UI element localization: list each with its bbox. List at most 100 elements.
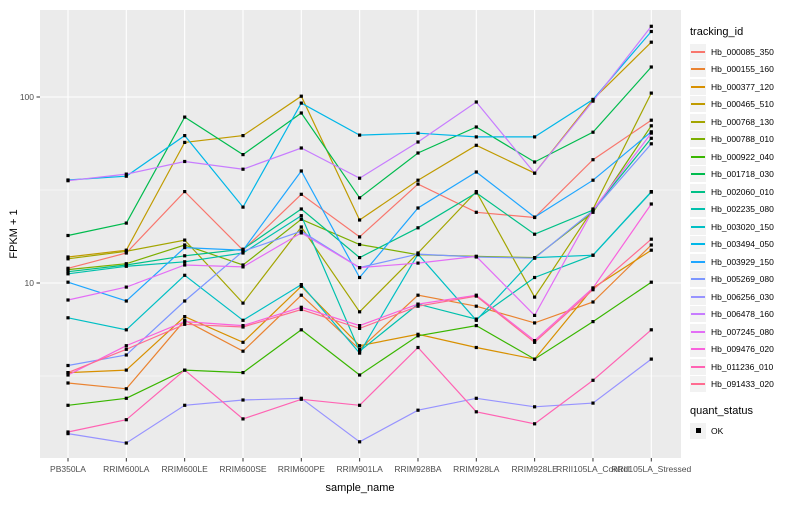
data-point bbox=[533, 160, 537, 164]
data-point bbox=[241, 325, 245, 329]
data-point bbox=[299, 207, 303, 211]
data-point bbox=[124, 396, 128, 400]
data-point bbox=[591, 401, 595, 405]
data-point bbox=[358, 351, 362, 355]
legend-key bbox=[690, 218, 706, 235]
data-point bbox=[358, 403, 362, 407]
data-point bbox=[241, 134, 245, 138]
legend-key bbox=[690, 61, 706, 78]
data-point bbox=[124, 353, 128, 357]
data-point bbox=[241, 251, 245, 255]
data-point bbox=[183, 140, 187, 144]
legend-line-swatch bbox=[691, 103, 705, 106]
legend-item-label: OK bbox=[711, 425, 724, 436]
x-tick-label: RRIM928BA bbox=[394, 464, 442, 474]
data-point bbox=[66, 233, 70, 238]
legend-key bbox=[690, 113, 706, 130]
legend-item: Hb_003494_050 bbox=[690, 236, 800, 254]
data-point bbox=[241, 301, 245, 305]
data-point bbox=[649, 136, 653, 140]
data-point bbox=[649, 202, 653, 206]
x-tick-label: RRIM600LA bbox=[103, 464, 150, 474]
data-point bbox=[416, 182, 420, 186]
data-point bbox=[358, 176, 362, 180]
data-point bbox=[124, 249, 128, 253]
x-tick-label: RRIM600LE bbox=[162, 464, 209, 474]
data-point bbox=[533, 313, 537, 317]
legend-item: Hb_003929_150 bbox=[690, 253, 800, 271]
series-points-Hb_011236_010 bbox=[66, 328, 653, 434]
data-point bbox=[183, 368, 187, 372]
data-point bbox=[474, 324, 478, 328]
data-point bbox=[358, 349, 362, 353]
data-point bbox=[591, 320, 595, 324]
data-point bbox=[649, 91, 653, 95]
data-point bbox=[533, 422, 537, 426]
data-point bbox=[183, 260, 187, 264]
data-point bbox=[358, 242, 362, 247]
data-point bbox=[299, 397, 303, 401]
legend-key bbox=[690, 183, 706, 200]
data-point bbox=[649, 243, 653, 247]
x-axis-title: sample_name bbox=[325, 482, 395, 494]
legend-key bbox=[690, 306, 706, 323]
data-point bbox=[299, 111, 303, 115]
legend-key bbox=[690, 271, 706, 288]
legend-item-label: Hb_011236_010 bbox=[711, 361, 774, 372]
data-point bbox=[66, 255, 70, 259]
legend-item-label: Hb_091433_020 bbox=[711, 379, 774, 390]
legend-item-label: Hb_000155_160 bbox=[711, 64, 774, 75]
data-point bbox=[533, 171, 537, 175]
legend-key bbox=[690, 358, 706, 375]
legend-line-swatch bbox=[691, 243, 705, 246]
data-point bbox=[591, 99, 595, 103]
data-point bbox=[649, 237, 653, 241]
series-points-Hb_006478_160 bbox=[66, 24, 653, 183]
data-point bbox=[474, 318, 478, 322]
data-point bbox=[649, 24, 653, 28]
data-point bbox=[416, 140, 420, 144]
data-point bbox=[474, 143, 478, 147]
data-point bbox=[416, 334, 420, 338]
data-point bbox=[124, 251, 128, 255]
legend-item-label: Hb_003020_150 bbox=[711, 221, 774, 232]
data-point bbox=[591, 178, 595, 182]
series-points-Hb_000922_040 bbox=[66, 280, 653, 407]
legend-item-label: Hb_002235_080 bbox=[711, 204, 774, 215]
data-point bbox=[183, 246, 187, 250]
legend-line-swatch bbox=[691, 295, 705, 298]
data-point bbox=[183, 322, 187, 326]
data-point bbox=[533, 339, 537, 343]
data-point bbox=[591, 210, 595, 214]
legend-item-label: Hb_000465_510 bbox=[711, 99, 774, 110]
data-point bbox=[416, 252, 420, 256]
legend-line-swatch bbox=[691, 313, 705, 316]
y-tick-label: 10 bbox=[25, 278, 35, 288]
data-point bbox=[474, 396, 478, 400]
data-point bbox=[358, 133, 362, 137]
data-point bbox=[358, 373, 362, 377]
data-point bbox=[124, 387, 128, 391]
data-point bbox=[591, 253, 595, 257]
data-point bbox=[124, 285, 128, 289]
data-point bbox=[358, 347, 362, 351]
data-point bbox=[358, 256, 362, 260]
data-point bbox=[474, 304, 478, 308]
legend-line-swatch bbox=[691, 208, 705, 211]
legend-line-swatch bbox=[691, 225, 705, 228]
data-point bbox=[183, 115, 187, 119]
data-point bbox=[416, 206, 420, 210]
legend-item: Hb_007245_080 bbox=[690, 323, 800, 341]
data-point bbox=[416, 261, 420, 265]
legend-line-swatch bbox=[691, 260, 705, 263]
legend-line-swatch bbox=[691, 365, 705, 368]
legend-key bbox=[690, 201, 706, 218]
data-point bbox=[299, 101, 303, 105]
data-point bbox=[416, 304, 420, 308]
x-tick-label: RRIM600PE bbox=[278, 464, 326, 474]
data-point bbox=[591, 130, 595, 134]
x-tick-label: RRIM600SE bbox=[219, 464, 267, 474]
x-tick-label: RRIM928LA bbox=[453, 464, 500, 474]
data-point bbox=[474, 345, 478, 350]
data-point bbox=[649, 357, 653, 361]
